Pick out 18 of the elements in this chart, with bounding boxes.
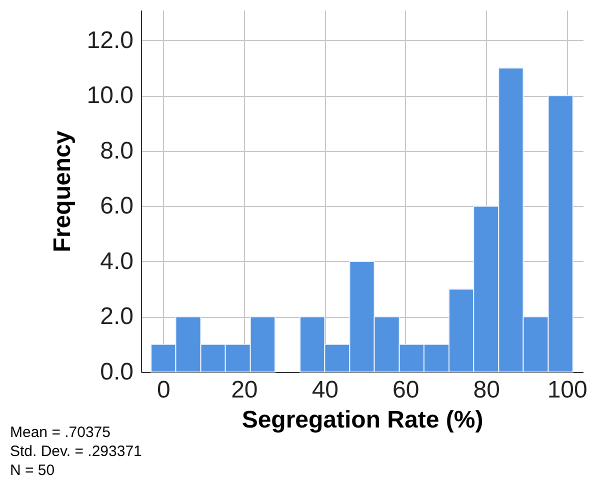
y-tick-label: 12.0	[86, 26, 134, 54]
x-tick-label: 60	[392, 376, 420, 404]
x-tick-label: 0	[157, 376, 170, 404]
text: Std. Dev. = .293371	[10, 442, 142, 461]
x-tick-label: 20	[231, 376, 258, 404]
y-tick-label: 2.0	[100, 303, 134, 330]
x-tick-label: 80	[473, 376, 500, 404]
y-axis-title: Frequency	[48, 130, 76, 252]
x-tick-label: 40	[312, 376, 339, 404]
text: N = 50	[10, 461, 56, 480]
y-tick-label: 8.0	[100, 137, 134, 164]
y-tick-label: 0.0	[100, 358, 134, 386]
y-tick-label: 4.0	[100, 248, 134, 275]
text: Mean = .70375	[10, 423, 112, 442]
y-tick-label: 6.0	[100, 192, 134, 220]
y-tick-label: 10.0	[86, 82, 134, 110]
x-axis-title: Segregation Rate (%)	[242, 406, 484, 434]
x-tick-label: 100	[547, 376, 588, 404]
